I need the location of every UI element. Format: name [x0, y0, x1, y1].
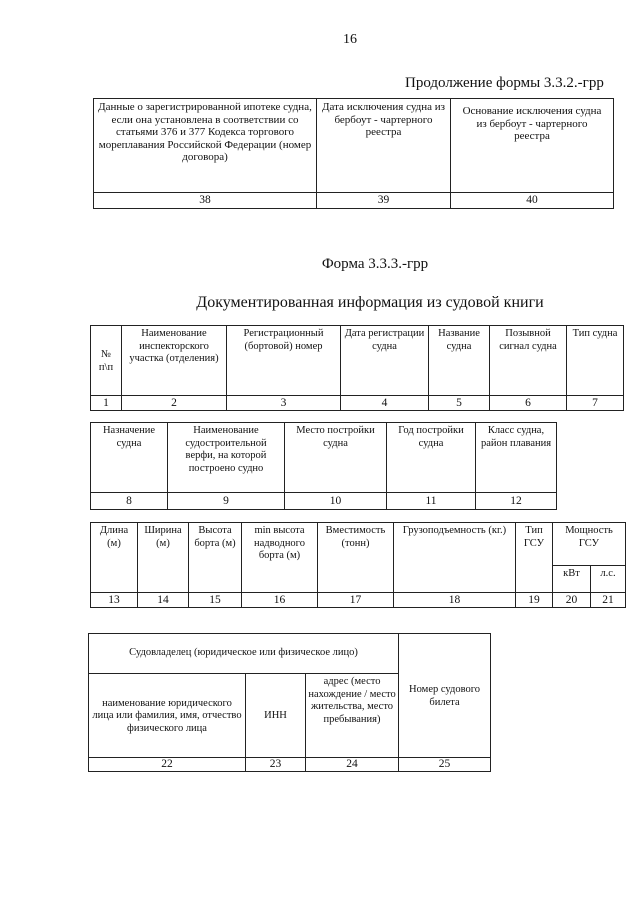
table-ship-registration: № п\п Наименование инспекторского участк…: [90, 325, 624, 411]
header-cell: наименование юридического лица или фамил…: [88, 673, 246, 758]
number-cell: 4: [340, 395, 429, 411]
header-cell: Ширина (м): [137, 522, 189, 593]
number-cell: 18: [393, 592, 516, 608]
table-header-row: Назначение судна Наименование судостроит…: [90, 422, 557, 493]
table-header-row: Судовладелец (юридическое или физическое…: [87, 633, 492, 758]
number-cell: 16: [241, 592, 318, 608]
column-number-row: 8 9 10 11 12: [90, 492, 557, 510]
header-cell: Название судна: [428, 325, 490, 396]
header-cell: Номер судового билета: [398, 633, 492, 758]
number-cell: 5: [428, 395, 490, 411]
header-cell: Высота борта (м): [188, 522, 242, 593]
header-cell: Данные о зарегистрированной ипотеке судн…: [93, 98, 317, 193]
column-number-row: 38 39 40: [93, 192, 614, 209]
number-cell: 20: [552, 592, 591, 608]
header-cell: Позывной сигнал судна: [489, 325, 567, 396]
header-cell: min высота надводного борта (м): [241, 522, 318, 593]
header-cell: Тип ГСУ: [515, 522, 553, 593]
number-cell: 9: [167, 492, 285, 510]
column-number-row: 13 14 15 16 17 18 19 20 21: [90, 592, 626, 608]
table-header-row: Длина (м) Ширина (м) Высота борта (м) mi…: [90, 522, 626, 593]
number-cell: 25: [398, 757, 492, 772]
number-cell: 38: [93, 192, 317, 209]
number-cell: 3: [226, 395, 341, 411]
table-ship-dimensions: Длина (м) Ширина (м) Высота борта (м) mi…: [90, 522, 626, 608]
header-cell: Длина (м): [90, 522, 138, 593]
number-cell: 21: [590, 592, 626, 608]
number-cell: 1: [90, 395, 122, 411]
header-cell: Место постройки судна: [284, 422, 387, 493]
column-number-row: 1 2 3 4 5 6 7: [90, 395, 624, 411]
number-cell: 15: [188, 592, 242, 608]
number-cell: 12: [475, 492, 557, 510]
number-cell: 10: [284, 492, 387, 510]
number-cell: 22: [88, 757, 246, 772]
subheader-cell: л.с.: [590, 565, 626, 593]
header-cell: Тип судна: [566, 325, 624, 396]
header-cell: Наименование судостроительной верфи, на …: [167, 422, 285, 493]
page-number: 16: [343, 32, 357, 47]
header-cell: Грузоподъемность (кг.): [393, 522, 516, 593]
header-cell: ИНН: [245, 673, 306, 758]
form-title: Форма 3.3.3.-грр: [321, 256, 429, 272]
header-cell: Класс судна, район плавания: [475, 422, 557, 493]
document-title: Документированная информация из судовой …: [196, 294, 544, 311]
number-cell: 14: [137, 592, 189, 608]
header-cell: Наименование инспекторского участка (отд…: [121, 325, 227, 396]
header-cell-owner: Судовладелец (юридическое или физическое…: [87, 633, 400, 674]
header-cell: Год постройки судна: [386, 422, 476, 493]
number-cell: 24: [304, 757, 400, 772]
number-cell: 17: [317, 592, 394, 608]
number-cell: 40: [450, 192, 614, 209]
number-cell: 6: [489, 395, 567, 411]
number-cell: 8: [90, 492, 168, 510]
header-cell: Дата исключения судна из бербоут - чарте…: [316, 98, 451, 193]
header-cell: № п\п: [90, 325, 122, 396]
table-ship-owner: Судовладелец (юридическое или физическое…: [87, 633, 492, 772]
table-subheader-row: наименование юридического лица или фамил…: [88, 673, 491, 758]
continuation-title: Продолжение формы 3.3.2.-грр: [405, 75, 604, 91]
table-ship-construction: Назначение судна Наименование судостроит…: [90, 422, 557, 510]
header-cell: Основание исключения судна из бербоут - …: [450, 98, 614, 193]
number-cell: 23: [245, 757, 306, 772]
table-header-row: № п\п Наименование инспекторского участк…: [90, 325, 624, 396]
number-cell: 11: [386, 492, 476, 510]
number-cell: 39: [316, 192, 451, 209]
number-cell: 2: [121, 395, 227, 411]
header-cell-power: Мощность ГСУ: [552, 522, 626, 566]
header-cell: адрес (место нахождение / место жительст…: [304, 673, 400, 758]
number-cell: 19: [515, 592, 553, 608]
table-form-332: Данные о зарегистрированной ипотеке судн…: [93, 98, 614, 209]
header-cell: Вместимость (тонн): [317, 522, 394, 593]
subheader-cell: кВт: [552, 565, 591, 593]
number-cell: 7: [566, 395, 624, 411]
table-header-row: Данные о зарегистрированной ипотеке судн…: [93, 98, 614, 193]
number-cell: 13: [90, 592, 138, 608]
header-cell: Регистрационный (бортовой) номер: [226, 325, 341, 396]
header-cell: Дата регистрации судна: [340, 325, 429, 396]
column-number-row: 22 23 24 25: [88, 757, 492, 772]
header-cell: Назначение судна: [90, 422, 168, 493]
